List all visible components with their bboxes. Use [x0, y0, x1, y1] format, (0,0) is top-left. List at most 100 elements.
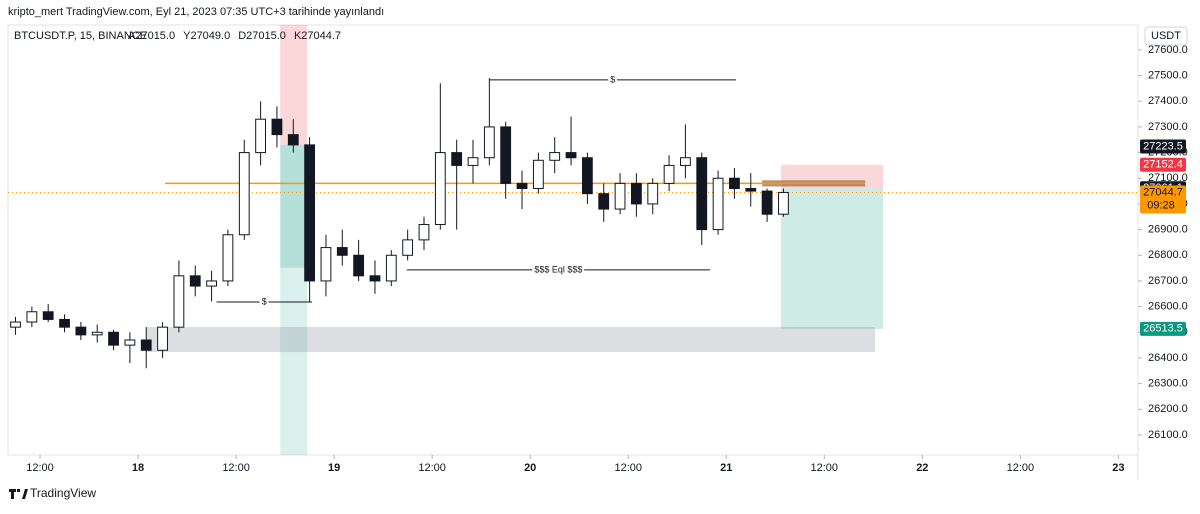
candle-body: [353, 254, 365, 277]
candle-body: [581, 157, 593, 195]
candle-body: [712, 177, 724, 231]
brand-name: TradingView: [30, 486, 96, 500]
x-tick-label: 20: [524, 462, 536, 474]
x-tick-label: 12:00: [614, 462, 642, 474]
x-tick-label: 23: [1112, 462, 1124, 474]
price-badge-label: 27223.5: [1143, 140, 1183, 152]
candle-body: [108, 331, 119, 346]
y-tick-label: 26700.0: [1148, 275, 1188, 287]
zone: [146, 326, 875, 353]
brand: TradingView: [9, 486, 96, 500]
candle-body: [10, 321, 21, 328]
candle-body: [516, 182, 528, 190]
candle-body: [157, 326, 168, 351]
candle-body: [255, 118, 267, 154]
candle-body: [271, 118, 283, 136]
price-badge: [1140, 139, 1186, 154]
candle-body: [369, 275, 381, 282]
zone: [280, 144, 308, 268]
candle-body: [59, 318, 70, 328]
countdown: 09:28: [1147, 199, 1175, 211]
price-badge: [1140, 321, 1186, 336]
level-label: $: [262, 296, 267, 306]
candle-body: [745, 188, 757, 192]
y-tick-label: 27400.0: [1148, 95, 1188, 107]
y-tick-label: 26600.0: [1148, 301, 1188, 313]
price-badge-label: 26513.5: [1143, 323, 1183, 335]
level-label: $: [610, 74, 615, 84]
ohlc-value: A27015.0: [128, 30, 175, 42]
candle-body: [565, 152, 577, 159]
x-tick-label: 12:00: [811, 462, 839, 474]
drawings: $ $ $$$ Eql $$$: [8, 25, 1138, 455]
candle-body: [26, 311, 38, 323]
currency[interactable]: USDT: [1151, 30, 1181, 42]
price-badge-label: 27152.4: [1143, 159, 1183, 171]
candle-body: [500, 126, 512, 184]
candle-body: [173, 275, 185, 328]
ohlc-value: Y27049.0: [183, 30, 230, 42]
zone: [280, 267, 308, 455]
y-tick-label: 26800.0: [1148, 249, 1188, 261]
y-tick-label: 26400.0: [1148, 352, 1188, 364]
candle-body: [680, 157, 691, 166]
last-price-label: 27044.7: [1143, 186, 1183, 198]
symbol: BTCUSDT.P, 15, BINANCE: [14, 30, 147, 42]
candle-body: [75, 326, 87, 336]
y-tick-label: 27600.0: [1148, 44, 1188, 56]
candle-body: [598, 193, 610, 210]
candle-body: [778, 191, 789, 215]
candle-body: [206, 280, 217, 287]
currency-box[interactable]: [1144, 26, 1188, 46]
x-tick-label: 18: [132, 462, 144, 474]
y-tick-label: 26100.0: [1148, 429, 1188, 441]
candle-body: [287, 134, 299, 146]
candle-body: [385, 254, 397, 282]
candle-body: [418, 223, 430, 241]
candle-body: [761, 190, 773, 215]
candle-body: [320, 247, 332, 282]
candle-body: [42, 311, 54, 320]
price-badge: [1140, 157, 1186, 172]
candle-body: [238, 152, 250, 236]
candle-body: [549, 152, 561, 161]
candle-body: [434, 152, 446, 225]
ohlc-value: D27015.0: [238, 30, 286, 42]
candles: [10, 78, 789, 369]
candle-body: [402, 239, 414, 256]
y-tick-label: 27500.0: [1148, 69, 1188, 81]
y-tick-label: 27300.0: [1148, 121, 1188, 133]
x-tick-label: 12:00: [222, 462, 250, 474]
candle-body: [696, 157, 708, 231]
candle-body: [124, 339, 136, 346]
x-tick-label: 22: [916, 462, 928, 474]
y-tick-label: 26900.0: [1148, 224, 1188, 236]
header-text: kripto_mert TradingView.com, Eyl 21, 202…: [8, 6, 384, 18]
candle-body: [614, 182, 626, 210]
candle-body: [91, 331, 103, 336]
candle-body: [189, 275, 201, 287]
candle-body: [647, 182, 659, 205]
last-price-badge: [1140, 185, 1186, 214]
x-tick-label: 12:00: [1007, 462, 1035, 474]
y-tick-label: 27100.0: [1148, 172, 1188, 184]
candle-body: [467, 157, 479, 166]
candle-body: [532, 159, 544, 190]
candle-body: [483, 126, 495, 159]
candle-body: [336, 247, 348, 256]
zone: [780, 188, 884, 329]
y-tick-label: 26300.0: [1148, 378, 1188, 390]
ohlc-value: K27044.7: [294, 30, 341, 42]
brand-logo: [9, 489, 28, 499]
candle-body: [222, 234, 234, 282]
x-tick-label: 21: [720, 462, 732, 474]
x-tick-label: 12:00: [26, 462, 54, 474]
candle-body: [304, 144, 316, 282]
ohlc-legend: A27015.0 Y27049.0 D27015.0 K27044.7: [128, 30, 341, 42]
axes: 27600.027500.027400.027300.027200.027100…: [26, 44, 1188, 474]
plot-frame: [7, 24, 1139, 456]
x-tick-label: 12:00: [418, 462, 446, 474]
candle-body: [729, 177, 740, 190]
x-tick-label: 19: [328, 462, 340, 474]
